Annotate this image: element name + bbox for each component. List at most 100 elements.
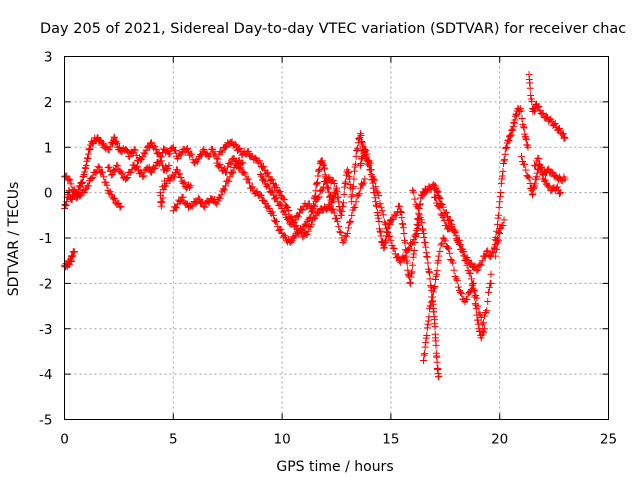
data-point	[117, 202, 125, 210]
data-point	[284, 215, 292, 223]
data-point	[434, 187, 442, 195]
data-point	[123, 146, 131, 154]
data-point	[151, 164, 159, 172]
data-point	[325, 188, 333, 196]
y-tick-label: -5	[39, 413, 52, 429]
data-point	[508, 127, 516, 135]
data-point	[70, 248, 78, 256]
data-point	[335, 198, 343, 206]
data-point	[431, 323, 439, 331]
data-point	[174, 166, 182, 174]
data-point	[387, 236, 395, 244]
y-tick-label: 3	[44, 50, 53, 66]
data-point	[222, 143, 230, 151]
data-point	[341, 183, 349, 191]
data-point	[260, 162, 268, 170]
data-point	[400, 254, 408, 262]
data-point	[559, 130, 567, 138]
data-point	[157, 202, 165, 210]
data-point	[81, 168, 89, 176]
data-point	[339, 202, 347, 210]
data-point	[535, 102, 543, 110]
data-point	[409, 186, 417, 194]
data-point	[557, 189, 565, 197]
data-point	[340, 199, 348, 207]
data-point	[457, 241, 465, 249]
data-point	[229, 168, 237, 176]
data-point	[399, 224, 407, 232]
data-point	[424, 317, 432, 325]
y-tick-label: 0	[44, 186, 53, 202]
data-point	[398, 220, 406, 228]
data-point	[222, 182, 230, 190]
data-point	[531, 180, 539, 188]
data-point	[232, 157, 240, 165]
data-point	[509, 122, 517, 130]
data-point	[61, 201, 69, 209]
data-point	[483, 307, 491, 315]
data-point	[477, 334, 485, 342]
data-point	[497, 180, 505, 188]
data-point	[231, 140, 239, 148]
data-point	[313, 180, 321, 188]
data-point	[151, 142, 159, 150]
data-point	[239, 159, 247, 167]
data-point	[474, 266, 482, 274]
data-point	[341, 180, 349, 188]
data-point	[518, 114, 526, 122]
data-point	[436, 247, 444, 255]
data-point	[346, 219, 354, 227]
data-point	[111, 138, 119, 146]
data-point	[420, 351, 428, 359]
data-point	[352, 152, 360, 160]
data-point	[498, 175, 506, 183]
data-point	[330, 180, 338, 188]
data-point	[299, 206, 307, 214]
data-point	[435, 252, 443, 260]
data-point	[478, 257, 486, 265]
data-point	[236, 164, 244, 172]
data-point	[425, 267, 433, 275]
data-point	[284, 203, 292, 211]
data-point	[504, 136, 512, 144]
data-point	[113, 139, 121, 147]
data-point	[353, 146, 361, 154]
data-point	[268, 176, 276, 184]
data-point	[458, 290, 466, 298]
data-point	[429, 288, 437, 296]
data-point	[116, 203, 124, 211]
data-point	[240, 168, 248, 176]
data-point	[344, 169, 352, 177]
data-point	[105, 146, 113, 154]
data-point	[425, 313, 433, 321]
data-point	[177, 173, 185, 181]
data-point	[358, 137, 366, 145]
data-point	[157, 157, 165, 165]
y-tick-label: 1	[44, 140, 53, 156]
y-tick-label: 2	[44, 95, 53, 111]
data-point	[440, 216, 448, 224]
data-point	[67, 180, 75, 188]
data-point	[256, 159, 264, 167]
data-point	[524, 143, 532, 151]
data-point	[160, 186, 168, 194]
data-point	[433, 267, 441, 275]
data-point	[397, 209, 405, 217]
data-point	[491, 241, 499, 249]
data-point	[498, 172, 506, 180]
data-point	[111, 194, 119, 202]
data-point	[528, 191, 536, 199]
data-point	[281, 211, 289, 219]
data-point	[427, 302, 435, 310]
data-point	[187, 182, 195, 190]
data-point	[321, 165, 329, 173]
data-point	[418, 225, 426, 233]
data-point	[349, 182, 357, 190]
data-point	[165, 161, 173, 169]
data-point	[419, 226, 427, 234]
data-point	[435, 194, 443, 202]
data-point	[318, 157, 326, 165]
data-point	[496, 193, 504, 201]
data-point	[166, 150, 174, 158]
data-point	[117, 168, 125, 176]
